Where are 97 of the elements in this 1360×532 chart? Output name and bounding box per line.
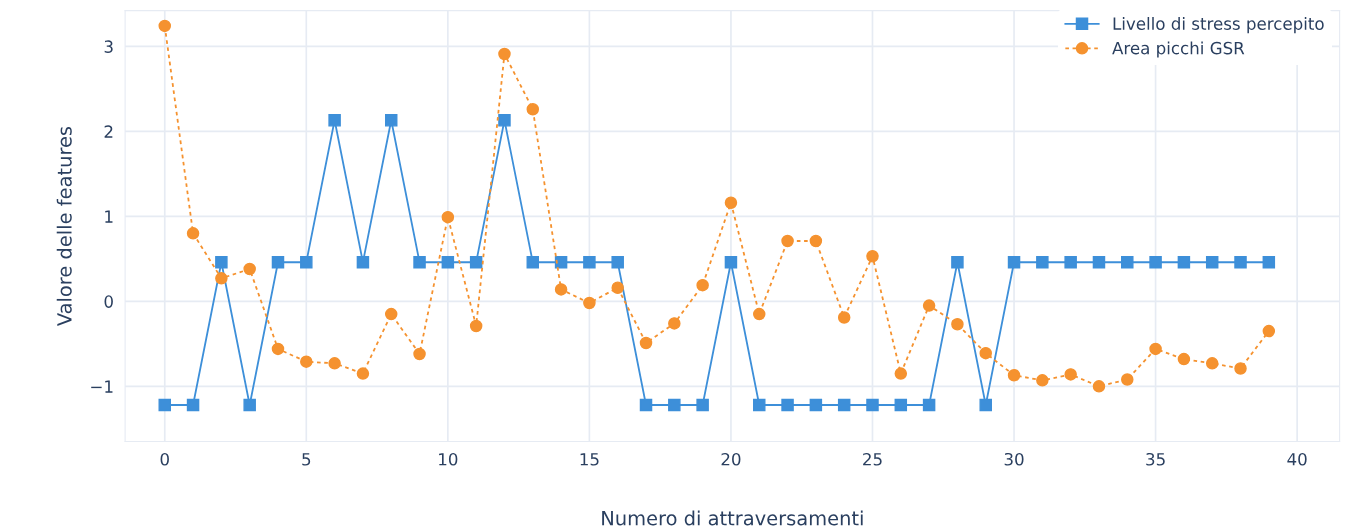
point	[1205, 255, 1219, 269]
point	[356, 255, 370, 269]
point	[328, 114, 341, 127]
y-tick-label: 2	[104, 125, 113, 138]
point	[271, 255, 285, 269]
point	[611, 281, 624, 294]
point	[753, 307, 766, 321]
point	[526, 102, 540, 116]
y-tick-label: −1	[91, 380, 113, 393]
y-tick-label: 0	[104, 295, 113, 308]
point	[639, 398, 653, 412]
x-tick-label: 5	[302, 453, 311, 466]
y-tick-label: 3	[104, 40, 113, 53]
point	[186, 227, 200, 240]
point	[611, 255, 624, 269]
point	[1121, 373, 1134, 386]
y-axis-title: Valore delle features	[56, 126, 72, 327]
legend-label: Area picchi GSR	[1112, 41, 1245, 58]
point	[158, 398, 172, 412]
point	[300, 255, 313, 269]
point	[1234, 255, 1247, 269]
point	[554, 283, 568, 296]
point	[271, 342, 285, 356]
point	[979, 398, 992, 412]
x-tick-label: 0	[160, 452, 169, 466]
point	[1149, 255, 1162, 269]
point	[922, 398, 936, 412]
point	[583, 296, 596, 310]
point	[894, 398, 908, 412]
point	[1007, 255, 1021, 269]
point	[215, 255, 228, 269]
point	[668, 398, 681, 412]
point	[469, 255, 483, 269]
point	[894, 367, 908, 380]
point	[413, 255, 426, 269]
point	[781, 234, 794, 248]
point	[1177, 255, 1191, 269]
point	[328, 357, 341, 370]
point	[583, 255, 596, 269]
point	[753, 398, 766, 412]
point	[781, 398, 794, 412]
point	[1262, 255, 1276, 269]
point	[243, 398, 256, 412]
point	[498, 114, 511, 127]
point	[1262, 324, 1276, 338]
point	[526, 255, 540, 269]
point	[1177, 352, 1191, 366]
point	[215, 272, 228, 285]
x-tick-label: 20	[721, 452, 741, 466]
point	[696, 398, 709, 412]
point	[469, 319, 483, 333]
x-tick-label: 40	[1287, 452, 1307, 466]
point	[300, 355, 313, 368]
point	[809, 234, 823, 248]
point	[1064, 255, 1077, 269]
x-tick-label: 10	[439, 452, 458, 466]
point	[441, 210, 455, 224]
point	[498, 47, 511, 61]
point	[951, 318, 964, 331]
point	[809, 398, 823, 412]
point	[1121, 255, 1134, 269]
point	[866, 250, 879, 263]
legend-label: Livello di stress percepito	[1113, 17, 1324, 34]
point	[413, 347, 426, 361]
x-tick-label: 30	[1004, 452, 1024, 466]
point	[1149, 342, 1162, 356]
x-tick-label: 25	[863, 452, 882, 466]
point	[384, 114, 398, 127]
point	[186, 398, 200, 412]
point	[441, 255, 455, 269]
point	[243, 262, 256, 276]
point	[668, 317, 681, 330]
point	[639, 336, 653, 350]
x-axis-title: Numero di attraversamenti	[602, 510, 863, 526]
point	[979, 346, 992, 360]
point	[1205, 357, 1219, 370]
point	[1064, 368, 1077, 381]
point	[724, 196, 738, 209]
point	[158, 19, 172, 33]
point	[1092, 380, 1106, 393]
point	[1234, 362, 1247, 375]
point	[1092, 255, 1106, 269]
y-tick-label: 1	[105, 210, 113, 223]
point	[866, 398, 879, 412]
point	[951, 255, 964, 269]
point	[384, 307, 398, 321]
point	[356, 367, 370, 380]
point	[1036, 374, 1049, 387]
point	[1007, 369, 1021, 382]
point	[696, 278, 709, 292]
point	[837, 311, 851, 324]
x-tick-label: 15	[580, 453, 599, 466]
point	[922, 299, 936, 312]
point	[1036, 255, 1049, 269]
point	[724, 255, 738, 269]
point	[837, 398, 851, 412]
x-tick-label: 35	[1146, 452, 1165, 466]
